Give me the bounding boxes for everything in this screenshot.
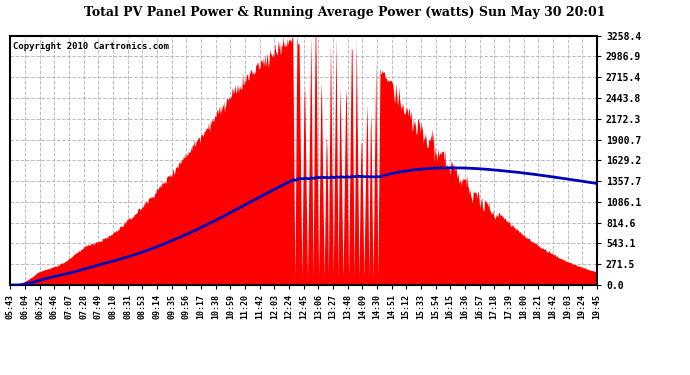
Text: Total PV Panel Power & Running Average Power (watts) Sun May 30 20:01: Total PV Panel Power & Running Average P… [84, 6, 606, 19]
Text: Copyright 2010 Cartronics.com: Copyright 2010 Cartronics.com [13, 42, 169, 51]
